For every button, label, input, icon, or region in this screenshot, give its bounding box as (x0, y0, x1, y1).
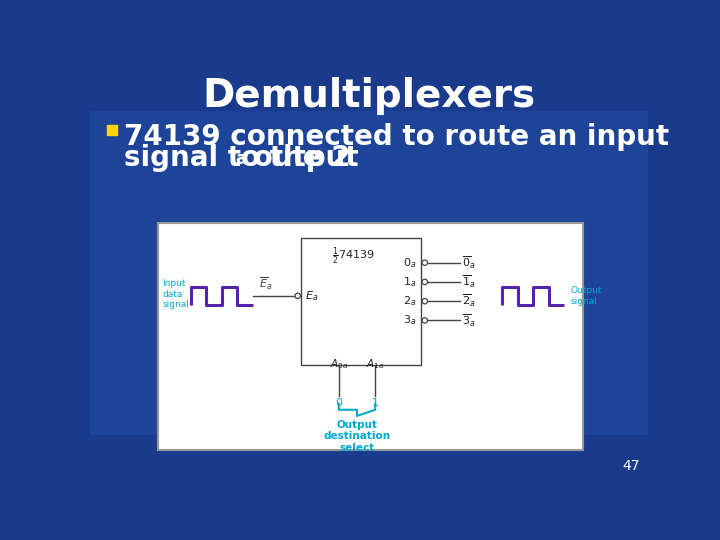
Circle shape (295, 293, 300, 299)
Bar (107, 125, 117, 135)
Bar (90, 111, 648, 434)
Text: $3_a$: $3_a$ (403, 314, 416, 327)
Circle shape (422, 318, 428, 323)
Bar (158, 222, 583, 450)
Text: output: output (244, 144, 359, 172)
Text: $2_a$: $2_a$ (403, 294, 416, 308)
Text: $0_a$: $0_a$ (403, 256, 416, 269)
Text: a: a (235, 150, 248, 167)
Text: 74139 connected to route an input: 74139 connected to route an input (124, 123, 669, 151)
Text: Output
destination
select: Output destination select (323, 420, 390, 453)
Text: Output
signal: Output signal (570, 286, 602, 306)
Text: $E_a$: $E_a$ (305, 289, 319, 303)
Circle shape (422, 260, 428, 265)
Text: $\frac{1}{2}$74139: $\frac{1}{2}$74139 (332, 246, 374, 267)
Text: Demultiplexers: Demultiplexers (202, 77, 536, 114)
Text: 0: 0 (336, 398, 342, 408)
Text: $1_a$: $1_a$ (403, 275, 416, 289)
Text: signal to the 2: signal to the 2 (124, 144, 351, 172)
Text: 1: 1 (372, 398, 379, 408)
Bar (301, 238, 421, 365)
Circle shape (422, 279, 428, 285)
Text: $A_{0a}$: $A_{0a}$ (330, 357, 348, 371)
Text: $\overline{1}_a$: $\overline{1}_a$ (462, 274, 475, 290)
Text: Input
data
signal: Input data signal (162, 279, 189, 309)
Circle shape (422, 299, 428, 304)
Text: $A_{1a}$: $A_{1a}$ (366, 357, 384, 371)
Text: 47: 47 (623, 459, 640, 473)
Text: $\overline{2}_a$: $\overline{2}_a$ (462, 293, 475, 309)
Text: $\overline{E}_a$: $\overline{E}_a$ (259, 275, 273, 292)
Text: $\overline{0}_a$: $\overline{0}_a$ (462, 254, 475, 271)
Text: $\overline{3}_a$: $\overline{3}_a$ (462, 312, 475, 329)
